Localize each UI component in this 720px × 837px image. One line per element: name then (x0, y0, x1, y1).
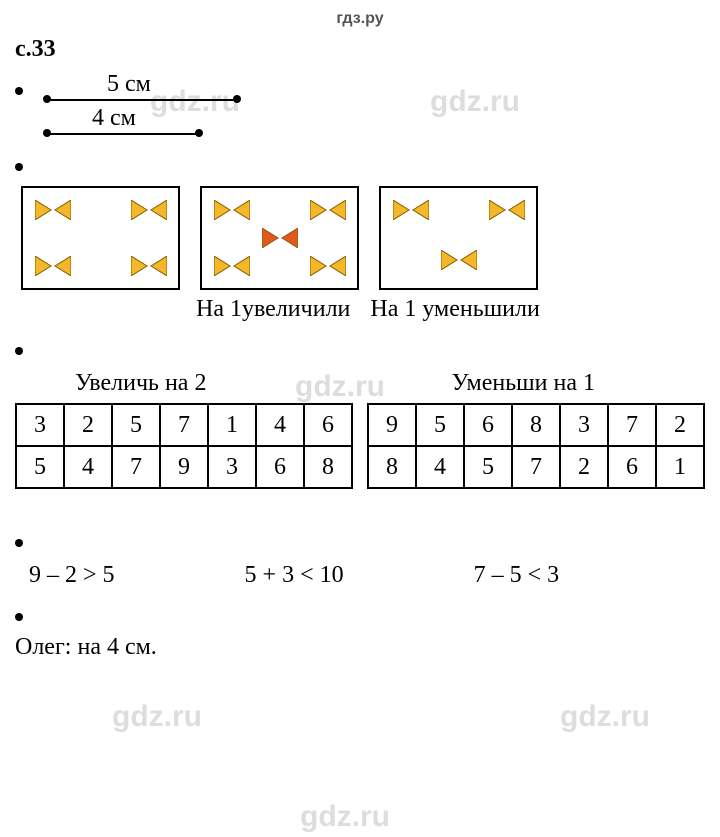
table-cell: 7 (160, 404, 208, 446)
table-cell: 7 (608, 404, 656, 446)
table-cell: 5 (416, 404, 464, 446)
inequality-a: 9 – 2 > 5 (29, 562, 115, 589)
section-inequalities: 9 – 2 > 5 5 + 3 < 10 7 – 5 < 3 (15, 529, 705, 589)
page-label: с.33 (15, 36, 705, 63)
section-tables: Увеличь на 2 Уменьши на 1 32571465479368… (15, 337, 705, 489)
table-cell: 9 (160, 446, 208, 488)
table-cell: 9 (368, 404, 416, 446)
table-cell: 6 (464, 404, 512, 446)
bow-icon (131, 200, 167, 220)
table-cell: 4 (256, 404, 304, 446)
table-cell: 1 (656, 446, 704, 488)
table-cell: 7 (112, 446, 160, 488)
segment-dot-icon (195, 129, 203, 137)
bullet-icon (15, 613, 23, 621)
inequality-b: 5 + 3 < 10 (245, 562, 344, 589)
caption-box-3: На 1 уменьшили (370, 296, 539, 322)
bow-icon (214, 200, 250, 220)
bow-icon (489, 200, 525, 220)
table-right-header: Уменьши на 1 (452, 370, 595, 397)
table-cell: 2 (560, 446, 608, 488)
segment-dot-icon (233, 95, 241, 103)
bow-icon (214, 256, 250, 276)
bow-icon (393, 200, 429, 220)
bow-icon (35, 200, 71, 220)
site-header: гдз.ру (15, 10, 705, 28)
table-cell: 7 (512, 446, 560, 488)
segment-1-line (47, 99, 237, 101)
table-cell: 6 (608, 446, 656, 488)
bow-box-2 (200, 186, 359, 290)
final-answer: Олег: на 4 см. (15, 634, 705, 661)
inequality-c: 7 – 5 < 3 (474, 562, 560, 589)
section-segments: 5 см 4 см (15, 77, 705, 139)
bullet-icon (15, 347, 23, 355)
bow-icon (310, 200, 346, 220)
table-cell: 8 (512, 404, 560, 446)
table-left-header: Увеличь на 2 (75, 370, 206, 397)
watermark: gdz.ru (300, 800, 390, 834)
table-cell: 2 (656, 404, 704, 446)
table-cell: 4 (416, 446, 464, 488)
section-final: Олег: на 4 см. (15, 603, 705, 661)
bow-icon (262, 228, 298, 248)
bow-icon (310, 256, 346, 276)
table-cell: 5 (112, 404, 160, 446)
table-cell: 3 (560, 404, 608, 446)
table-cell: 6 (304, 404, 352, 446)
bow-box-1 (21, 186, 180, 290)
table-cell: 2 (64, 404, 112, 446)
section-bows: На 1увеличили На 1 уменьшили (15, 153, 705, 323)
caption-box-2: На 1увеличили (196, 296, 350, 322)
table-cell: 8 (304, 446, 352, 488)
table-cell: 6 (256, 446, 304, 488)
segment-1-label: 5 см (107, 71, 151, 98)
segment-2-line (47, 133, 199, 135)
bow-icon (441, 250, 477, 270)
table-cell: 8 (368, 446, 416, 488)
table-cell: 5 (464, 446, 512, 488)
table-right: 95683728457261 (367, 403, 705, 489)
segment-2-label: 4 см (92, 105, 136, 132)
watermark: gdz.ru (112, 700, 202, 734)
table-cell: 4 (64, 446, 112, 488)
bullet-icon (15, 163, 23, 171)
bow-icon (35, 256, 71, 276)
watermark: gdz.ru (560, 700, 650, 734)
bullet-icon (15, 87, 23, 95)
table-cell: 3 (16, 404, 64, 446)
table-left: 32571465479368 (15, 403, 353, 489)
table-cell: 1 (208, 404, 256, 446)
table-cell: 5 (16, 446, 64, 488)
bow-icon (131, 256, 167, 276)
bullet-icon (15, 539, 23, 547)
table-cell: 3 (208, 446, 256, 488)
bow-box-3 (379, 186, 538, 290)
